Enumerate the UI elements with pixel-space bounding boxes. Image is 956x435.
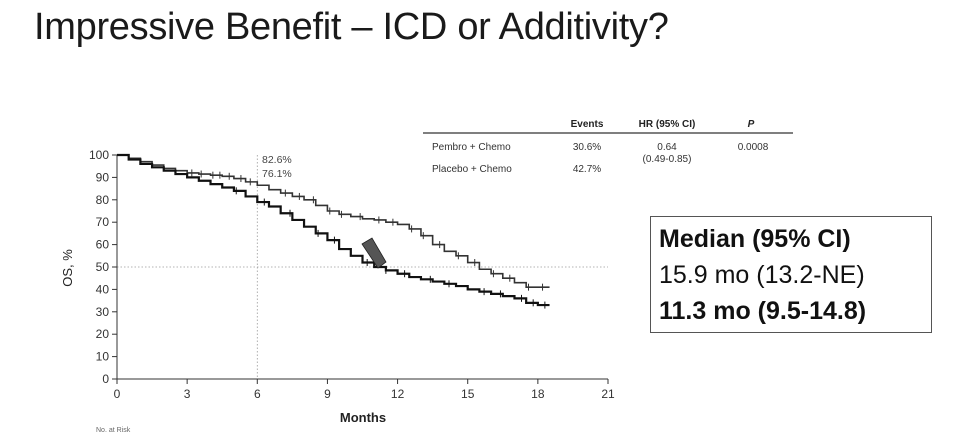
y-tick-label: 50 xyxy=(96,260,110,274)
series-line-placebo-chemo xyxy=(117,153,550,307)
x-tick-label: 18 xyxy=(531,387,545,401)
table-row-pembro-ci: (0.49-0.85) xyxy=(643,154,692,165)
y-tick-label: 60 xyxy=(96,238,110,252)
x-tick-label: 3 xyxy=(184,387,191,401)
x-ticks: 0 3 6 9 12 15 18 21 xyxy=(114,379,615,401)
x-tick-label: 21 xyxy=(601,387,615,401)
hazard-arrow-icon xyxy=(361,237,387,269)
table-header-p: P xyxy=(748,119,755,130)
y-tick-label: 90 xyxy=(96,170,110,184)
slide-title: Impressive Benefit – ICD or Additivity? xyxy=(34,6,669,48)
series-layer xyxy=(117,153,550,309)
placebo-12mo-annotation: 76.1% xyxy=(262,168,292,180)
y-tick-label: 100 xyxy=(89,148,109,162)
table-row-placebo-events: 42.7% xyxy=(573,164,601,175)
y-tick-label: 30 xyxy=(96,305,110,319)
table-row-placebo-arm: Placebo + Chemo xyxy=(432,164,512,175)
median-placebo: 11.3 mo (9.5-14.8) xyxy=(659,297,867,325)
y-tick-label: 40 xyxy=(96,282,110,296)
median-box: Median (95% CI) 15.9 mo (13.2-NE) 11.3 m… xyxy=(650,216,932,333)
table-row-pembro-hr: 0.64 xyxy=(657,142,677,153)
table-header-events: Events xyxy=(571,119,604,130)
y-ticks: 0 10 20 30 40 50 60 70 80 90 100 xyxy=(89,148,117,386)
series-line-pembro-chemo xyxy=(117,154,550,288)
x-tick-label: 0 xyxy=(114,387,121,401)
table-row-pembro-p: 0.0008 xyxy=(738,142,769,153)
table-row-pembro-events: 30.6% xyxy=(573,142,601,153)
y-tick-label: 80 xyxy=(96,193,110,207)
pembro-12mo-annotation: 82.6% xyxy=(262,154,292,166)
median-heading: Median (95% CI) xyxy=(659,225,851,253)
y-axis-label: OS, % xyxy=(60,249,75,287)
table-header-hr: HR (95% CI) xyxy=(639,119,696,130)
y-tick-label: 0 xyxy=(102,372,109,386)
x-tick-label: 12 xyxy=(391,387,405,401)
y-tick-label: 20 xyxy=(96,327,110,341)
x-tick-label: 6 xyxy=(254,387,261,401)
x-tick-label: 15 xyxy=(461,387,475,401)
y-tick-label: 70 xyxy=(96,215,110,229)
x-tick-label: 9 xyxy=(324,387,331,401)
x-axis-label: Months xyxy=(340,410,386,425)
y-tick-label: 10 xyxy=(96,350,110,364)
table-row-pembro-arm: Pembro + Chemo xyxy=(432,142,511,153)
median-pembro: 15.9 mo (13.2-NE) xyxy=(659,261,865,289)
risk-table-footnote: No. at Risk xyxy=(96,427,131,434)
